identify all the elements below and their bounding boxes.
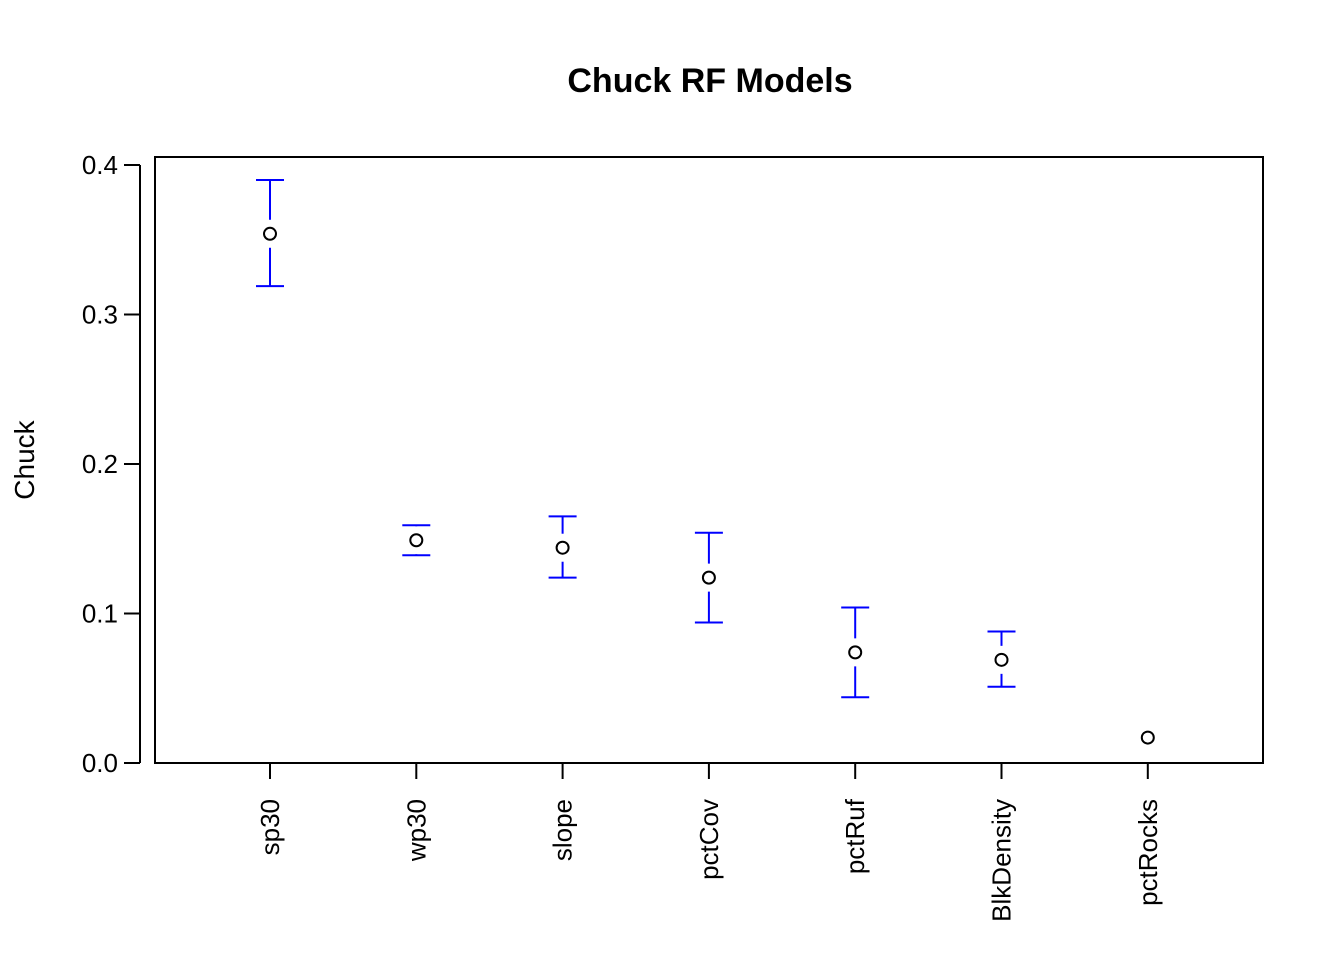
- y-tick-label: 0.4: [82, 150, 118, 180]
- data-points: [263, 226, 1155, 745]
- data-point-pctRuf: [848, 645, 863, 660]
- y-tick-label: 0.3: [82, 300, 118, 330]
- data-point-sp30: [263, 226, 277, 241]
- plot-frame: [154, 156, 1264, 764]
- data-point-pctCov: [701, 570, 716, 585]
- data-point-pctRocks: [1140, 730, 1155, 745]
- x-tick-label: pctCov: [694, 799, 724, 880]
- error-bar-wp30: [402, 524, 431, 557]
- error-bar-pctCov: [694, 531, 723, 624]
- error-bar-slope: [548, 515, 577, 579]
- y-axis: 0.0 0.1 0.2 0.3 0.4: [82, 150, 141, 778]
- y-tick-label: 0.0: [82, 748, 118, 778]
- error-bar-sp30: [256, 178, 284, 288]
- x-tick-label: pctRuf: [840, 798, 870, 874]
- data-point-slope: [555, 540, 570, 555]
- y-tick-label: 0.2: [82, 449, 118, 479]
- x-tick-label: sp30: [255, 799, 285, 855]
- x-tick-label: slope: [548, 799, 578, 861]
- chart-title: Chuck RF Models: [567, 62, 852, 100]
- x-tick-label: BlkDensity: [987, 799, 1017, 922]
- x-tick-label: wp30: [401, 799, 431, 862]
- x-tick-label: pctRocks: [1133, 799, 1163, 906]
- error-bars: [256, 178, 1016, 699]
- y-tick-label: 0.1: [82, 599, 118, 629]
- error-bar-BlkDensity: [987, 630, 1016, 688]
- x-axis: sp30 wp30 slope pctCov pctRuf BlkDensity pctRo…: [255, 763, 1163, 922]
- data-point-BlkDensity: [994, 652, 1009, 667]
- y-axis-label: Chuck: [9, 419, 40, 499]
- error-bar-pctRuf: [841, 606, 870, 699]
- data-point-wp30: [409, 533, 424, 548]
